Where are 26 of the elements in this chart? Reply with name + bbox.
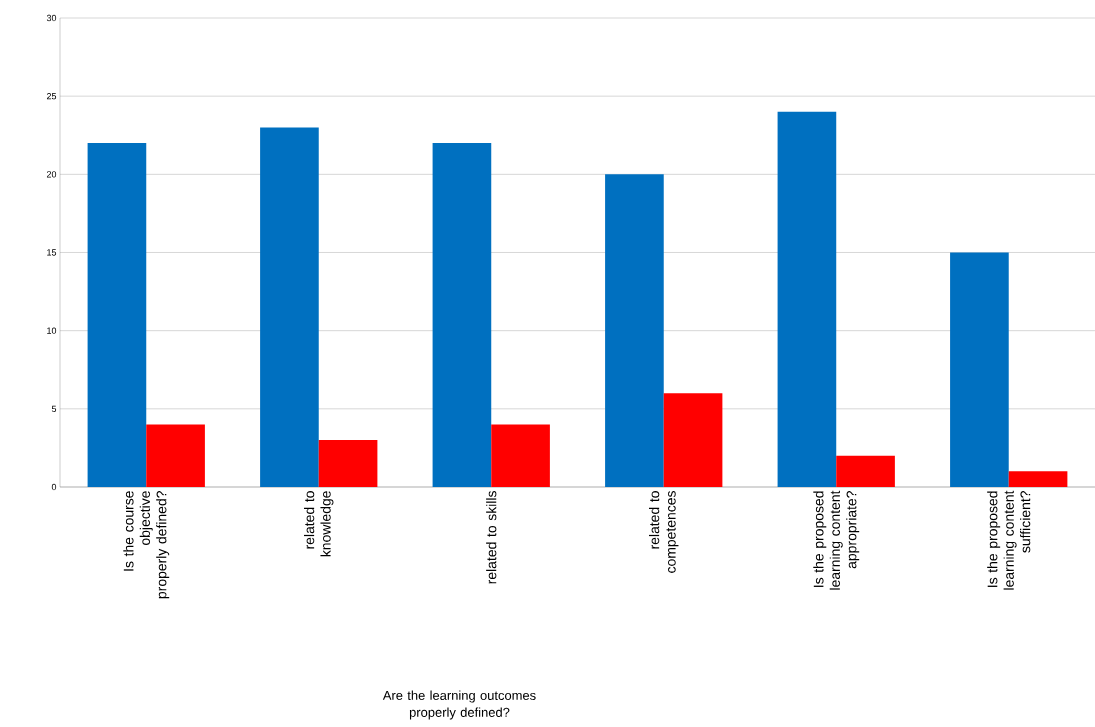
y-tick-label: 10 [47,327,57,334]
bar [491,424,550,487]
x-tick-label: Is the course objective properly defined? [123,491,170,599]
x-tick-label: related to skills [486,491,497,584]
bar [318,440,378,487]
y-tick-label: 5 [51,405,57,412]
x-tick-label: Is the proposed learning content appropriate? [813,490,860,590]
bar [146,424,205,487]
bar [836,455,895,487]
y-tick-label: 20 [46,171,57,178]
y-tick-label: 30 [46,14,57,22]
y-tick-label: 15 [47,249,57,256]
x-tick-label: related to knowledge [304,491,334,557]
bar [663,393,723,487]
bar [950,252,1009,487]
bar [260,127,319,487]
bar [432,143,492,487]
bar [87,143,147,487]
y-tick-label: 0 [51,483,57,491]
bar [1008,471,1068,487]
bar [777,111,837,487]
x-tick-label: related to competences [649,491,679,573]
y-tick-label: 25 [46,92,57,100]
x-tick-label: Is the proposed learning content sufficient? [987,490,1031,590]
bar [605,174,664,487]
text: Are the learning outcomes properly defined? [382,690,536,720]
